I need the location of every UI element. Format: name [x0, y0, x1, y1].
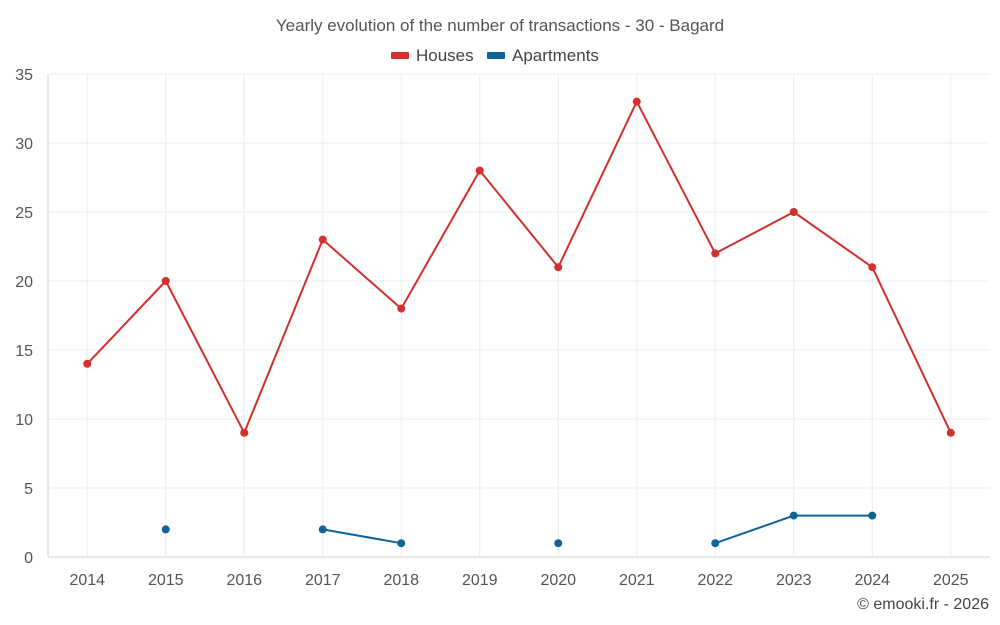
series-segment-houses — [871, 266, 952, 434]
data-point-houses[interactable] — [83, 359, 92, 368]
data-point-houses[interactable] — [789, 208, 798, 216]
y-tick-label: 15 — [15, 343, 33, 360]
series — [83, 97, 955, 548]
chart-title: Yearly evolution of the number of transa… — [276, 16, 724, 35]
data-point-houses[interactable] — [318, 235, 327, 244]
data-point-houses[interactable] — [161, 277, 170, 285]
x-tick-label: 2021 — [619, 572, 655, 589]
y-tick-label: 25 — [15, 205, 33, 222]
series-apartments — [161, 511, 877, 548]
x-tick-label: 2015 — [148, 572, 184, 589]
series-segment-houses — [478, 169, 560, 269]
x-tick-label: 2019 — [462, 572, 498, 589]
data-point-houses[interactable] — [397, 304, 406, 313]
x-tick-label: 2018 — [383, 572, 419, 589]
series-segment-houses — [635, 100, 717, 255]
x-tick-label: 2014 — [69, 572, 105, 589]
data-point-houses[interactable] — [632, 97, 641, 106]
x-tick-label: 2020 — [540, 572, 576, 589]
y-tick-label: 30 — [15, 136, 33, 153]
legend-label-houses: Houses — [416, 46, 474, 65]
y-tick-label: 0 — [24, 550, 33, 567]
data-point-houses[interactable] — [946, 428, 955, 437]
y-tick-label: 10 — [15, 412, 33, 429]
series-segment-houses — [86, 280, 167, 365]
series-houses — [83, 97, 955, 437]
series-segment-houses — [714, 211, 795, 255]
data-point-apartments[interactable] — [161, 525, 170, 534]
data-point-houses[interactable] — [868, 263, 877, 272]
series-segment-apartments — [321, 528, 403, 545]
data-point-houses[interactable] — [711, 249, 720, 258]
data-point-apartments[interactable] — [711, 539, 720, 548]
x-tick-label: 2022 — [697, 572, 733, 589]
y-tick-label: 20 — [15, 274, 33, 291]
x-tick-label: 2016 — [226, 572, 262, 589]
data-point-apartments[interactable] — [789, 511, 798, 520]
gridlines — [48, 73, 990, 557]
legend: Houses Apartments — [391, 46, 599, 65]
data-point-apartments[interactable] — [868, 511, 877, 520]
series-segment-houses — [792, 211, 874, 269]
x-tick-label: 2024 — [854, 572, 890, 589]
series-segment-houses — [400, 169, 481, 310]
legend-item-houses[interactable]: Houses — [391, 46, 474, 65]
data-point-apartments[interactable] — [554, 539, 563, 548]
data-point-apartments[interactable] — [318, 525, 327, 534]
y-tick-label: 35 — [15, 67, 33, 84]
legend-item-apartments[interactable]: Apartments — [487, 46, 599, 65]
data-point-houses[interactable] — [554, 263, 563, 272]
series-segment-apartments — [714, 514, 795, 545]
legend-swatch-houses — [391, 52, 409, 59]
credit-text: © emooki.fr - 2026 — [857, 596, 989, 613]
legend-swatch-apartments — [487, 52, 505, 59]
series-segment-houses — [557, 100, 638, 269]
x-tick-label: 2023 — [776, 572, 812, 589]
data-point-houses[interactable] — [475, 166, 484, 175]
data-point-apartments[interactable] — [397, 539, 406, 548]
y-tick-label: 5 — [24, 481, 33, 498]
data-point-houses[interactable] — [240, 428, 249, 437]
x-tick-label: 2025 — [933, 572, 969, 589]
legend-label-apartments: Apartments — [512, 46, 599, 65]
series-segment-houses — [243, 238, 324, 434]
series-segment-houses — [164, 280, 246, 434]
series-segment-houses — [321, 238, 403, 310]
x-tick-label: 2017 — [305, 572, 341, 589]
